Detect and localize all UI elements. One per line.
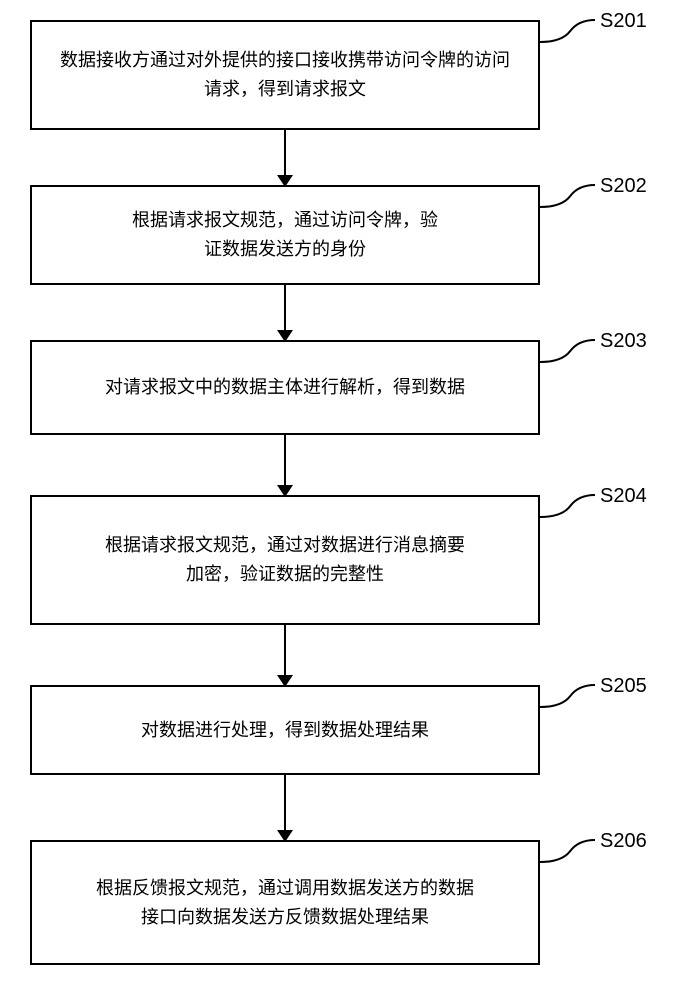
- arrow-head-icon: [277, 330, 293, 342]
- callout-curve-s203: [538, 338, 597, 372]
- arrow-head-icon: [277, 485, 293, 497]
- callout-curve-s206: [538, 838, 597, 872]
- step-label-s202: S202: [600, 175, 647, 198]
- flow-node-s206: 根据反馈报文规范，通过调用数据发送方的数据接口向数据发送方反馈数据处理结果: [30, 840, 540, 965]
- flow-node-s202: 根据请求报文规范，通过访问令牌，验证数据发送方的身份: [30, 185, 540, 285]
- flow-node-s204: 根据请求报文规范，通过对数据进行消息摘要加密，验证数据的完整性: [30, 495, 540, 625]
- step-label-s201: S201: [600, 10, 647, 33]
- callout-curve-s205: [538, 683, 597, 717]
- edge-s202-s203: [284, 285, 286, 332]
- callout-curve-s202: [538, 183, 597, 217]
- flow-node-s205: 对数据进行处理，得到数据处理结果: [30, 685, 540, 775]
- edge-s203-s204: [284, 435, 286, 487]
- edge-s205-s206: [284, 775, 286, 832]
- arrow-head-icon: [277, 175, 293, 187]
- arrow-head-icon: [277, 830, 293, 842]
- edge-s204-s205: [284, 625, 286, 677]
- flowchart-canvas: 数据接收方通过对外提供的接口接收携带访问令牌的访问请求，得到请求报文 S201 根据…: [0, 0, 680, 1000]
- arrow-head-icon: [277, 675, 293, 687]
- flow-node-s201: 数据接收方通过对外提供的接口接收携带访问令牌的访问请求，得到请求报文: [30, 20, 540, 130]
- step-label-s204: S204: [600, 485, 647, 508]
- step-label-s203: S203: [600, 330, 647, 353]
- step-label-s205: S205: [600, 675, 647, 698]
- step-label-s206: S206: [600, 830, 647, 853]
- flow-node-s203: 对请求报文中的数据主体进行解析，得到数据: [30, 340, 540, 435]
- callout-curve-s201: [538, 18, 597, 52]
- edge-s201-s202: [284, 130, 286, 177]
- callout-curve-s204: [538, 493, 597, 527]
